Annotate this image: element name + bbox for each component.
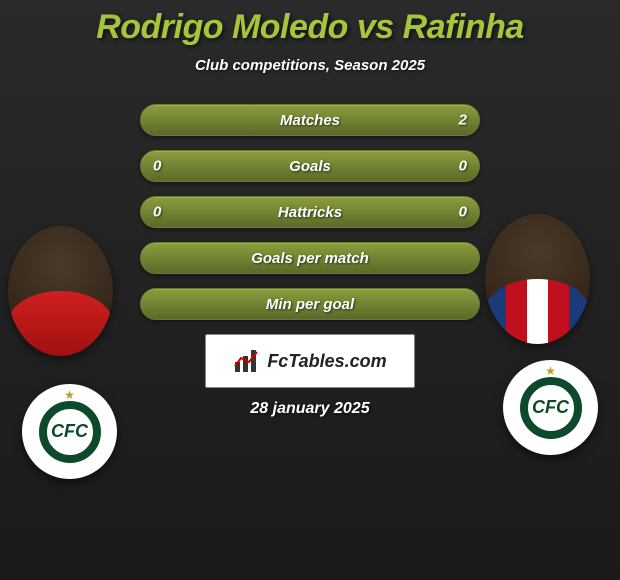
club-left-badge-inner: CFC xyxy=(39,401,101,463)
stat-row-hattricks: 0 Hattricks 0 xyxy=(140,196,480,228)
main-content: ★ CFC ★ CFC Matches 2 0 Goals 0 0 Hattri… xyxy=(0,104,620,418)
stat-label: Matches xyxy=(280,112,340,129)
stat-label: Hattricks xyxy=(278,204,342,221)
stat-left-value: 0 xyxy=(153,158,161,175)
club-right-badge: ★ CFC xyxy=(503,360,598,455)
page-title: Rodrigo Moledo vs Rafinha xyxy=(0,8,620,47)
subtitle: Club competitions, Season 2025 xyxy=(0,57,620,74)
star-icon: ★ xyxy=(64,388,75,402)
player-left-jersey xyxy=(8,291,113,356)
comparison-card: Rodrigo Moledo vs Rafinha Club competiti… xyxy=(0,0,620,580)
stat-label: Goals per match xyxy=(251,250,369,267)
player-left-photo xyxy=(8,226,113,356)
source-logo: FcTables.com xyxy=(205,334,415,388)
stat-label: Min per goal xyxy=(266,296,354,313)
player-right-photo xyxy=(485,214,590,344)
player-left-silhouette xyxy=(8,226,113,356)
stat-label: Goals xyxy=(289,158,331,175)
stats-bars: Matches 2 0 Goals 0 0 Hattricks 0 Goals … xyxy=(140,104,480,320)
club-right-badge-inner: CFC xyxy=(520,377,582,439)
stat-row-goals: 0 Goals 0 xyxy=(140,150,480,182)
player-right-jersey xyxy=(485,279,590,344)
stat-left-value: 0 xyxy=(153,204,161,221)
stat-row-matches: Matches 2 xyxy=(140,104,480,136)
stat-right-value: 0 xyxy=(459,204,467,221)
stat-row-min-per-goal: Min per goal xyxy=(140,288,480,320)
star-icon: ★ xyxy=(545,364,556,378)
stat-right-value: 0 xyxy=(459,158,467,175)
player-right-silhouette xyxy=(485,214,590,344)
source-logo-text: FcTables.com xyxy=(267,351,386,372)
stat-row-goals-per-match: Goals per match xyxy=(140,242,480,274)
club-left-badge: ★ CFC xyxy=(22,384,117,479)
chart-icon xyxy=(233,348,263,374)
stat-right-value: 2 xyxy=(459,112,467,129)
